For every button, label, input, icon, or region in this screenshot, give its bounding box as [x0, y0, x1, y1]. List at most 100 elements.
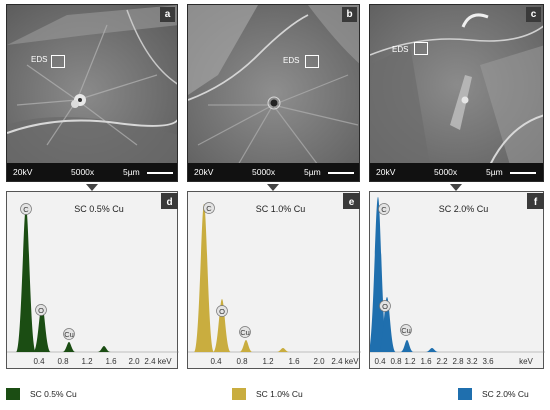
panel-letter: a: [160, 7, 175, 22]
spectrum-peak: [370, 197, 388, 352]
magnification-label: 5000x: [434, 167, 458, 177]
panel-letter: d: [166, 197, 172, 208]
x-tick-label: 3.2: [466, 357, 478, 366]
element-label: Cu: [239, 326, 251, 338]
x-tick-label: 1.6: [420, 357, 432, 366]
legend-item: SC 2.0% Cu: [458, 386, 548, 402]
legend-swatch: [6, 388, 20, 400]
svg-text:Cu: Cu: [64, 330, 74, 339]
spectrum-peak: [378, 297, 396, 352]
legend-swatch: [458, 388, 472, 400]
down-arrow-icon: [450, 184, 462, 191]
sem-texture-b: [188, 5, 359, 165]
spectrum-peak: [213, 299, 231, 352]
sem-scalebar: 20kV 5000x 5µm: [188, 163, 359, 181]
panel-letter: e: [349, 197, 355, 208]
x-tick-label: 2.8: [452, 357, 464, 366]
element-label: C: [378, 203, 390, 215]
scale-bar-line: [328, 172, 354, 174]
magnification-label: 5000x: [252, 167, 276, 177]
eds-spectrum-d: 0.4 0.8 1.2 1.6 2.0 2.4 keV C O Cu SC 0.5% Cu d: [6, 191, 179, 369]
x-tick-label: 3.6: [482, 357, 494, 366]
eds-box: [305, 55, 319, 68]
sem-scalebar: 20kV 5000x 5µm: [370, 163, 543, 181]
spectrum-peak: [425, 348, 439, 352]
svg-text:O: O: [38, 306, 44, 315]
spectrum-plot: 0.4 0.8 1.2 1.6 2.0 2.4 keV C O Cu SC 0.5% Cu d: [7, 193, 179, 366]
x-tick-label: 0.4: [374, 357, 386, 366]
scale-bar-line: [147, 172, 173, 174]
svg-text:C: C: [206, 204, 212, 213]
spectrum-peak: [16, 207, 36, 352]
spectrum-peak: [400, 340, 414, 352]
svg-text:C: C: [23, 205, 29, 214]
voltage-label: 20kV: [13, 167, 33, 177]
x-tick-label: 0.8: [390, 357, 402, 366]
spectrum-peak: [276, 348, 290, 352]
eds-box: [414, 42, 428, 55]
sem-image-a: EDS a 20kV 5000x 5µm: [6, 4, 178, 182]
element-label: O: [35, 304, 47, 316]
x-tick-label: 1.2: [262, 357, 274, 366]
element-label: Cu: [63, 328, 75, 340]
x-tick-label: 2.4 keV: [144, 357, 172, 366]
legend-swatch: [232, 388, 246, 400]
eds-label: EDS: [31, 55, 48, 64]
sem-image-b: EDS b 20kV 5000x 5µm: [187, 4, 360, 182]
element-label: Cu: [400, 324, 412, 336]
spectrum-title: SC 1.0% Cu: [256, 204, 306, 214]
scale-label: 5µm: [304, 167, 321, 177]
voltage-label: 20kV: [194, 167, 214, 177]
legend-item: SC 1.0% Cu: [232, 386, 382, 402]
x-tick-label: 0.4: [210, 357, 222, 366]
panel-letter: c: [526, 7, 541, 22]
panel-letter-bg: [527, 193, 544, 209]
x-tick-label: 0.8: [236, 357, 248, 366]
x-tick-label: 0.4: [33, 357, 45, 366]
sem-image-c: EDS c 20kV 5000x 5µm: [369, 4, 544, 182]
spectrum-title: SC 0.5% Cu: [74, 204, 124, 214]
panel-letter-bg: [343, 193, 360, 209]
sem-texture-a: [7, 5, 177, 165]
element-label: C: [20, 203, 32, 215]
x-tick-label: keV: [519, 357, 533, 366]
panel-letter: b: [342, 7, 357, 22]
spectrum-peak: [62, 342, 76, 352]
eds-spectrum-e: 0.4 0.8 1.2 1.6 2.0 2.4 keV C O Cu SC 1.0% Cu e: [187, 191, 361, 369]
eds-box: [51, 55, 65, 68]
x-tick-label: 1.6: [105, 357, 117, 366]
eds-label: EDS: [392, 45, 409, 54]
x-tick-label: 2.4 keV: [331, 357, 359, 366]
svg-text:O: O: [219, 307, 225, 316]
panel-letter: f: [534, 197, 538, 208]
svg-text:C: C: [381, 205, 387, 214]
scale-label: 5µm: [486, 167, 503, 177]
x-tick-label: 1.6: [288, 357, 300, 366]
scale-label: 5µm: [123, 167, 140, 177]
legend-item: SC 0.5% Cu: [6, 386, 156, 402]
legend-label: SC 0.5% Cu: [30, 389, 77, 399]
element-label: O: [216, 305, 228, 317]
spectrum-peak: [239, 340, 253, 352]
element-label: O: [379, 300, 391, 312]
element-label: C: [203, 202, 215, 214]
down-arrow-icon: [267, 184, 279, 191]
voltage-label: 20kV: [376, 167, 396, 177]
svg-text:Cu: Cu: [240, 328, 250, 337]
x-tick-label: 2.2: [436, 357, 448, 366]
legend-label: SC 1.0% Cu: [256, 389, 303, 399]
x-tick-label: 0.8: [57, 357, 69, 366]
x-tick-label: 1.2: [404, 357, 416, 366]
spectrum-title: SC 2.0% Cu: [439, 204, 489, 214]
legend-label: SC 2.0% Cu: [482, 389, 529, 399]
x-tick-label: 2.0: [128, 357, 140, 366]
spectrum-peak: [33, 304, 51, 352]
x-tick-label: 2.0: [313, 357, 325, 366]
sem-scalebar: 20kV 5000x 5µm: [7, 163, 177, 181]
panel-letter-bg: [161, 193, 178, 209]
eds-spectrum-f: 0.4 0.8 1.2 1.6 2.2 2.8 3.2 3.6 keV C O Cu SC 2.0% C…: [369, 191, 545, 369]
spectrum-plot: 0.4 0.8 1.2 1.6 2.2 2.8 3.2 3.6 keV C O Cu SC 2.0% C…: [370, 193, 545, 366]
scale-bar-line: [510, 172, 536, 174]
down-arrow-icon: [86, 184, 98, 191]
